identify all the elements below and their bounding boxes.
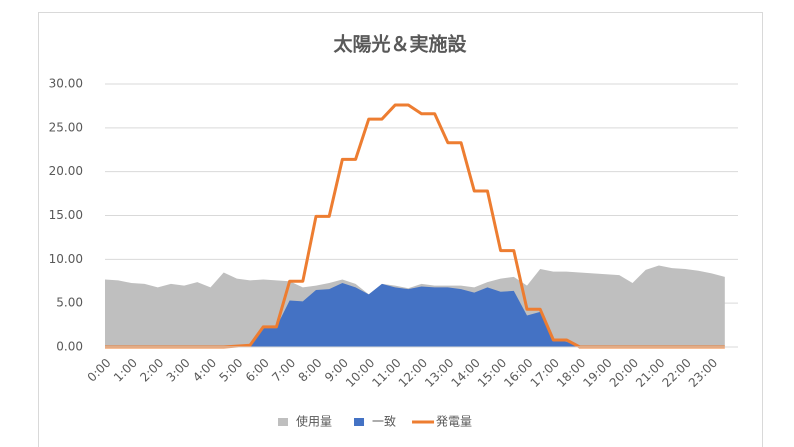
y-tick-label: 15.00 bbox=[49, 208, 83, 222]
legend-swatch bbox=[278, 418, 288, 426]
chart-title: 太陽光＆実施設 bbox=[333, 33, 467, 56]
legend-label: 使用量 bbox=[296, 414, 332, 429]
legend-label: 発電量 bbox=[436, 415, 472, 429]
y-tick-label: 10.00 bbox=[49, 252, 83, 266]
y-tick-label: 0.00 bbox=[56, 340, 83, 354]
y-tick-label: 5.00 bbox=[56, 296, 83, 310]
y-tick-label: 30.00 bbox=[49, 77, 83, 91]
area bbox=[105, 283, 725, 347]
chart-frame bbox=[38, 12, 763, 447]
y-tick-label: 25.00 bbox=[49, 120, 83, 134]
y-tick-label: 20.00 bbox=[49, 164, 83, 178]
legend-swatch bbox=[354, 418, 365, 426]
legend-label: 一致 bbox=[372, 415, 396, 429]
